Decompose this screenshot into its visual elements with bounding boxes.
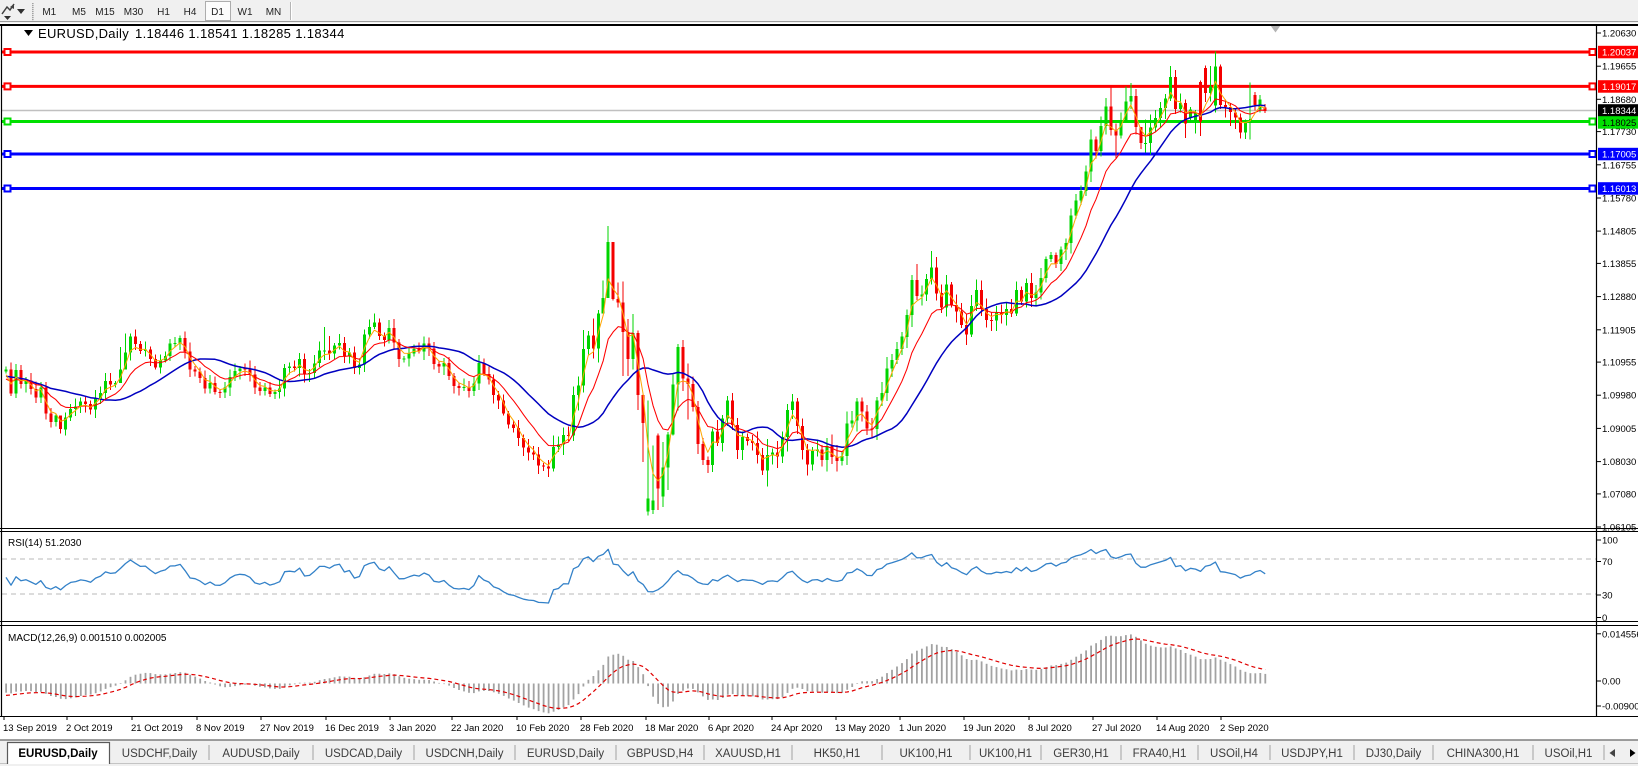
- svg-text:0: 0: [1602, 613, 1607, 624]
- svg-text:1.13855: 1.13855: [1602, 259, 1636, 270]
- svg-text:27 Jul 2020: 27 Jul 2020: [1092, 723, 1141, 734]
- svg-text:USDJPY,H1: USDJPY,H1: [1281, 748, 1343, 760]
- svg-text:H4: H4: [184, 7, 197, 18]
- svg-text:W1: W1: [238, 7, 253, 18]
- svg-text:1.06105: 1.06105: [1602, 523, 1636, 534]
- svg-text:13 May 2020: 13 May 2020: [835, 723, 890, 734]
- svg-text:0.014556: 0.014556: [1602, 629, 1638, 640]
- svg-text:1.16013: 1.16013: [1602, 184, 1636, 195]
- svg-text:1.16755: 1.16755: [1602, 160, 1636, 171]
- svg-text:UK100,H1: UK100,H1: [899, 748, 952, 760]
- svg-text:1.18680: 1.18680: [1602, 95, 1636, 106]
- svg-text:1.12880: 1.12880: [1602, 292, 1636, 303]
- svg-text:EURUSD,Daily: EURUSD,Daily: [527, 748, 605, 760]
- svg-text:USOil,H1: USOil,H1: [1545, 748, 1593, 760]
- svg-text:27 Nov 2019: 27 Nov 2019: [260, 723, 314, 734]
- svg-text:1.07080: 1.07080: [1602, 489, 1636, 500]
- svg-text:1.20037: 1.20037: [1602, 48, 1636, 59]
- svg-text:100: 100: [1602, 536, 1618, 547]
- svg-text:1 Jun 2020: 1 Jun 2020: [899, 723, 946, 734]
- svg-text:FRA40,H1: FRA40,H1: [1133, 748, 1187, 760]
- svg-text:1.19017: 1.19017: [1602, 82, 1636, 93]
- svg-text:USDCNH,Daily: USDCNH,Daily: [426, 748, 504, 760]
- svg-text:0.00: 0.00: [1602, 677, 1621, 688]
- svg-text:1.09005: 1.09005: [1602, 424, 1636, 435]
- svg-text:30: 30: [1602, 591, 1613, 602]
- svg-text:1.15780: 1.15780: [1602, 194, 1636, 205]
- svg-text:RSI(14) 51.2030: RSI(14) 51.2030: [8, 538, 82, 549]
- svg-text:MACD(12,26,9) 0.001510 0.00200: MACD(12,26,9) 0.001510 0.002005: [8, 633, 167, 644]
- svg-text:UK100,H1: UK100,H1: [979, 748, 1032, 760]
- svg-text:18 Mar 2020: 18 Mar 2020: [645, 723, 698, 734]
- svg-text:DJ30,Daily: DJ30,Daily: [1366, 748, 1422, 760]
- svg-text:USDCAD,Daily: USDCAD,Daily: [325, 748, 403, 760]
- svg-text:1.10955: 1.10955: [1602, 358, 1636, 369]
- svg-text:USDCHF,Daily: USDCHF,Daily: [122, 748, 198, 760]
- svg-text:1.08030: 1.08030: [1602, 457, 1636, 468]
- svg-text:EURUSD,Daily: EURUSD,Daily: [38, 26, 129, 41]
- svg-text:USOil,H4: USOil,H4: [1210, 748, 1259, 760]
- svg-text:21 Oct 2019: 21 Oct 2019: [131, 723, 183, 734]
- svg-text:D1: D1: [211, 7, 224, 18]
- svg-text:1.19655: 1.19655: [1602, 62, 1636, 73]
- svg-text:8 Nov 2019: 8 Nov 2019: [196, 723, 245, 734]
- svg-text:13 Sep 2019: 13 Sep 2019: [3, 723, 57, 734]
- svg-text:22 Jan 2020: 22 Jan 2020: [451, 723, 503, 734]
- svg-text:M5: M5: [72, 7, 86, 18]
- svg-text:MN: MN: [266, 7, 282, 18]
- svg-text:EURUSD,Daily: EURUSD,Daily: [18, 748, 98, 760]
- svg-text:2 Sep 2020: 2 Sep 2020: [1220, 723, 1269, 734]
- svg-text:10 Feb 2020: 10 Feb 2020: [516, 723, 569, 734]
- svg-text:70: 70: [1602, 557, 1613, 568]
- svg-text:1.18025: 1.18025: [1602, 118, 1636, 129]
- svg-text:HK50,H1: HK50,H1: [814, 748, 861, 760]
- svg-text:M30: M30: [124, 7, 144, 18]
- svg-text:1.18446 1.18541 1.18285 1.1834: 1.18446 1.18541 1.18285 1.18344: [135, 26, 345, 41]
- svg-text:1.09980: 1.09980: [1602, 391, 1636, 402]
- svg-text:6 Apr 2020: 6 Apr 2020: [708, 723, 754, 734]
- svg-text:AUDUSD,Daily: AUDUSD,Daily: [222, 748, 300, 760]
- svg-text:M15: M15: [95, 7, 115, 18]
- svg-text:1.20630: 1.20630: [1602, 29, 1636, 40]
- svg-text:GER30,H1: GER30,H1: [1053, 748, 1109, 760]
- svg-text:H1: H1: [157, 7, 170, 18]
- svg-text:1.17730: 1.17730: [1602, 127, 1636, 138]
- svg-text:GBPUSD,H4: GBPUSD,H4: [627, 748, 694, 760]
- svg-text:2 Oct 2019: 2 Oct 2019: [66, 723, 112, 734]
- svg-text:1.11905: 1.11905: [1602, 325, 1636, 336]
- svg-text:1.18344: 1.18344: [1602, 106, 1636, 117]
- svg-text:1.17005: 1.17005: [1602, 150, 1636, 161]
- svg-text:19 Jun 2020: 19 Jun 2020: [963, 723, 1015, 734]
- svg-text:XAUUSD,H1: XAUUSD,H1: [715, 748, 781, 760]
- svg-text:3 Jan 2020: 3 Jan 2020: [389, 723, 436, 734]
- svg-text:1.14805: 1.14805: [1602, 227, 1636, 238]
- svg-text:16 Dec 2019: 16 Dec 2019: [325, 723, 379, 734]
- svg-text:CHINA300,H1: CHINA300,H1: [1447, 748, 1520, 760]
- svg-text:14 Aug 2020: 14 Aug 2020: [1156, 723, 1209, 734]
- svg-text:24 Apr 2020: 24 Apr 2020: [771, 723, 822, 734]
- svg-text:M1: M1: [42, 7, 56, 18]
- svg-text:8 Jul 2020: 8 Jul 2020: [1028, 723, 1072, 734]
- svg-text:-0.00900: -0.00900: [1602, 702, 1638, 713]
- svg-text:28 Feb 2020: 28 Feb 2020: [580, 723, 633, 734]
